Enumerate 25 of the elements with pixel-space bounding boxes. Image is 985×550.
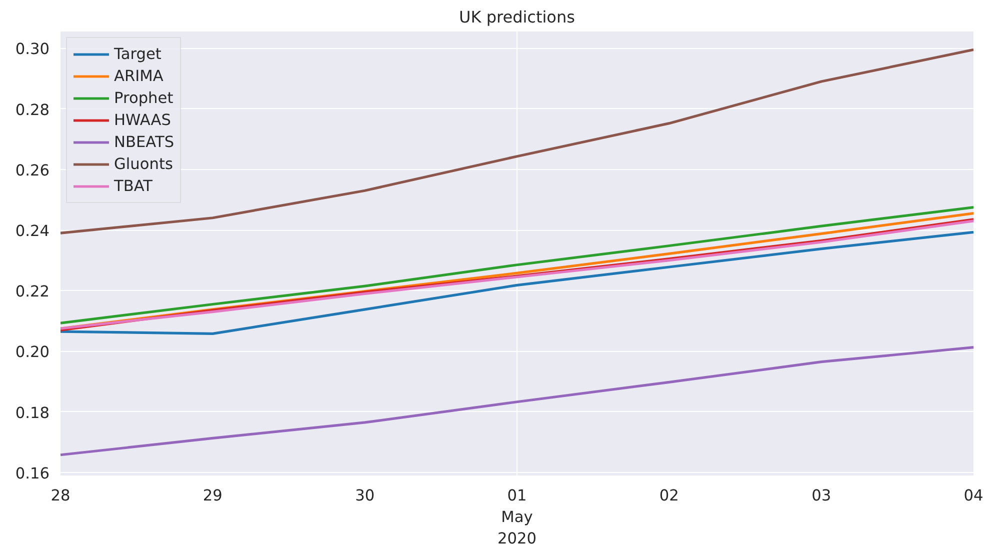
x-tick-label: 30 [355, 486, 375, 504]
y-tick-label: 0.26 [15, 161, 50, 180]
y-tick-label: 0.24 [15, 222, 50, 240]
y-tick-label: 0.16 [15, 464, 50, 482]
chart-title: UK predictions [459, 8, 575, 26]
legend-label: Target [114, 45, 162, 63]
x-tick-label: 01 May 2020 [497, 486, 537, 548]
y-tick-label: 0.20 [15, 343, 50, 362]
legend-label: Prophet [114, 89, 174, 107]
x-tick-label: 29 [202, 486, 222, 504]
legend-label: HWAAS [114, 111, 171, 129]
legend-label: Gluonts [114, 155, 173, 173]
x-tick-label: 03 [812, 486, 832, 504]
line-series [60, 346, 974, 456]
line-series [60, 48, 974, 234]
y-tick-label: 0.22 [15, 282, 50, 301]
x-tick-label: 28 [50, 486, 70, 504]
y-tick-label: 0.28 [15, 100, 50, 119]
legend-label: NBEATS [114, 133, 174, 151]
x-tick-label: 04 [964, 486, 984, 504]
y-tick-label: 0.18 [15, 404, 50, 422]
legend-label: ARIMA [114, 67, 164, 85]
legend-label: TBAT [114, 177, 153, 195]
y-tick-label: 0.30 [15, 40, 50, 58]
x-tick-label: 02 [659, 486, 679, 504]
